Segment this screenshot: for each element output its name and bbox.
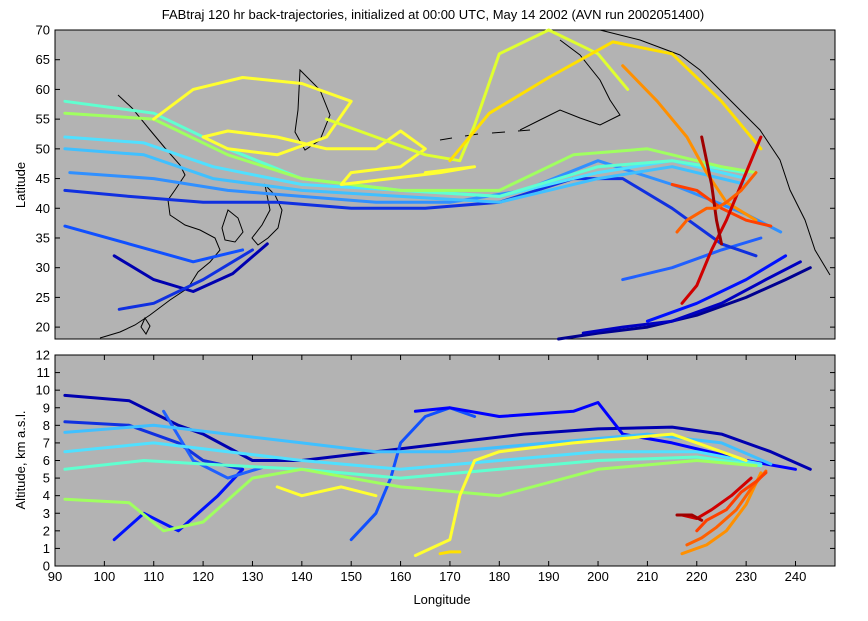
- trajectory-line-8: [63, 455, 763, 480]
- trajectory-line-0: [557, 266, 812, 341]
- x-tick-label: 200: [587, 569, 609, 584]
- trajectory-line-4: [63, 177, 758, 258]
- trajectory-line-17: [670, 183, 773, 228]
- korea-coastline: [221, 209, 244, 243]
- y-tick-label: 10: [36, 383, 50, 398]
- map-panel: 20 25 30 35 40 45 50 55 60 65 70 Latitude: [13, 23, 836, 341]
- x-tick-label: 130: [242, 569, 264, 584]
- y-tick-label: 30: [36, 260, 50, 275]
- y-tick-label: 0: [43, 559, 50, 574]
- latitude-trajectories: [63, 28, 812, 341]
- y-tick-label: 25: [36, 290, 50, 305]
- y-tick-label: 45: [36, 171, 50, 186]
- y-tick-label: 8: [43, 418, 50, 433]
- y-tick-label: 2: [43, 523, 50, 538]
- altitude-axis-label: Altitude, km a.s.l.: [13, 411, 28, 510]
- trajectory-line-14: [685, 469, 768, 547]
- x-tick-label: 240: [785, 569, 807, 584]
- taiwan-coastline: [140, 316, 151, 335]
- trajectory-line-17: [675, 513, 704, 522]
- trajectory-line-13: [152, 76, 477, 186]
- x-tick-label: 110: [143, 569, 164, 584]
- trajectory-line-11: [413, 432, 748, 557]
- trajectory-line-19: [700, 135, 723, 246]
- y-tick-label: 5: [43, 471, 50, 486]
- trajectory-line-13: [680, 471, 763, 556]
- x-tick-label: 140: [291, 569, 313, 584]
- trajectory-line-7: [63, 441, 763, 471]
- y-tick-label: 11: [37, 365, 51, 380]
- trajectory-line-16: [680, 476, 753, 520]
- latitude-axis: 20 25 30 35 40 45 50 55 60 65 70: [36, 23, 835, 335]
- y-tick-label: 65: [36, 52, 50, 67]
- x-tick-label: 90: [48, 569, 62, 584]
- x-tick-label: 230: [735, 569, 757, 584]
- y-tick-label: 3: [43, 506, 50, 521]
- longitude-axis-label: Longitude: [413, 592, 470, 607]
- x-tick-label: 220: [686, 569, 708, 584]
- x-tick-label: 120: [192, 569, 214, 584]
- y-tick-label: 4: [43, 488, 50, 503]
- y-tick-label: 55: [36, 112, 50, 127]
- trajectory-line-3: [621, 236, 763, 282]
- x-tick-label: 190: [538, 569, 560, 584]
- trajectory-line-15: [695, 471, 768, 533]
- y-tick-label: 70: [36, 23, 50, 38]
- x-tick-label: 100: [94, 569, 116, 584]
- y-tick-label: 12: [36, 348, 50, 363]
- y-tick-label: 50: [36, 141, 50, 156]
- altitude-trajectories: [63, 393, 812, 557]
- trajectory-line-0: [63, 393, 812, 471]
- trajectory-line-15: [448, 40, 763, 163]
- trajectory-line-7: [112, 242, 269, 293]
- trajectory-line-1: [581, 260, 802, 335]
- trajectory-line-5: [413, 401, 797, 471]
- trajectory-line-5: [68, 159, 783, 234]
- trajectory-line-6: [63, 224, 245, 264]
- trajectory-line-2: [645, 254, 788, 323]
- y-tick-label: 7: [43, 435, 50, 450]
- trajectory-line-20: [675, 171, 758, 234]
- y-tick-label: 9: [43, 400, 50, 415]
- x-tick-label: 180: [488, 569, 510, 584]
- y-tick-label: 40: [36, 201, 50, 216]
- trajectory-line-10: [275, 485, 378, 498]
- y-tick-label: 35: [36, 230, 50, 245]
- chart-title: FABtraj 120 hr back-trajectories, initia…: [162, 7, 704, 22]
- trajectory-line-12: [438, 550, 462, 556]
- trajectory-line-3: [162, 409, 264, 480]
- y-tick-label: 6: [43, 453, 50, 468]
- trajectory-line-2: [112, 467, 245, 542]
- y-tick-label: 60: [36, 82, 50, 97]
- trajectory-line-14: [325, 28, 630, 163]
- latitude-axis-label: Latitude: [13, 162, 28, 208]
- x-tick-label: 160: [390, 569, 412, 584]
- x-tick-label: 170: [439, 569, 461, 584]
- y-tick-label: 1: [43, 541, 50, 556]
- trajectory-line-8: [117, 248, 254, 311]
- coastlines: [99, 29, 831, 339]
- longitude-axis: 90 100 110 120 130 140 150 160 170 180 190 200 210 22…: [48, 355, 807, 584]
- x-tick-label: 150: [340, 569, 362, 584]
- asia-coastline: [99, 94, 221, 339]
- alaska-coastline: [519, 29, 831, 276]
- trajectory-line-9: [63, 459, 758, 533]
- trajectory-line-12: [63, 111, 758, 192]
- y-tick-label: 20: [36, 320, 50, 335]
- trajectory-line-10: [63, 147, 748, 204]
- x-tick-label: 210: [637, 569, 659, 584]
